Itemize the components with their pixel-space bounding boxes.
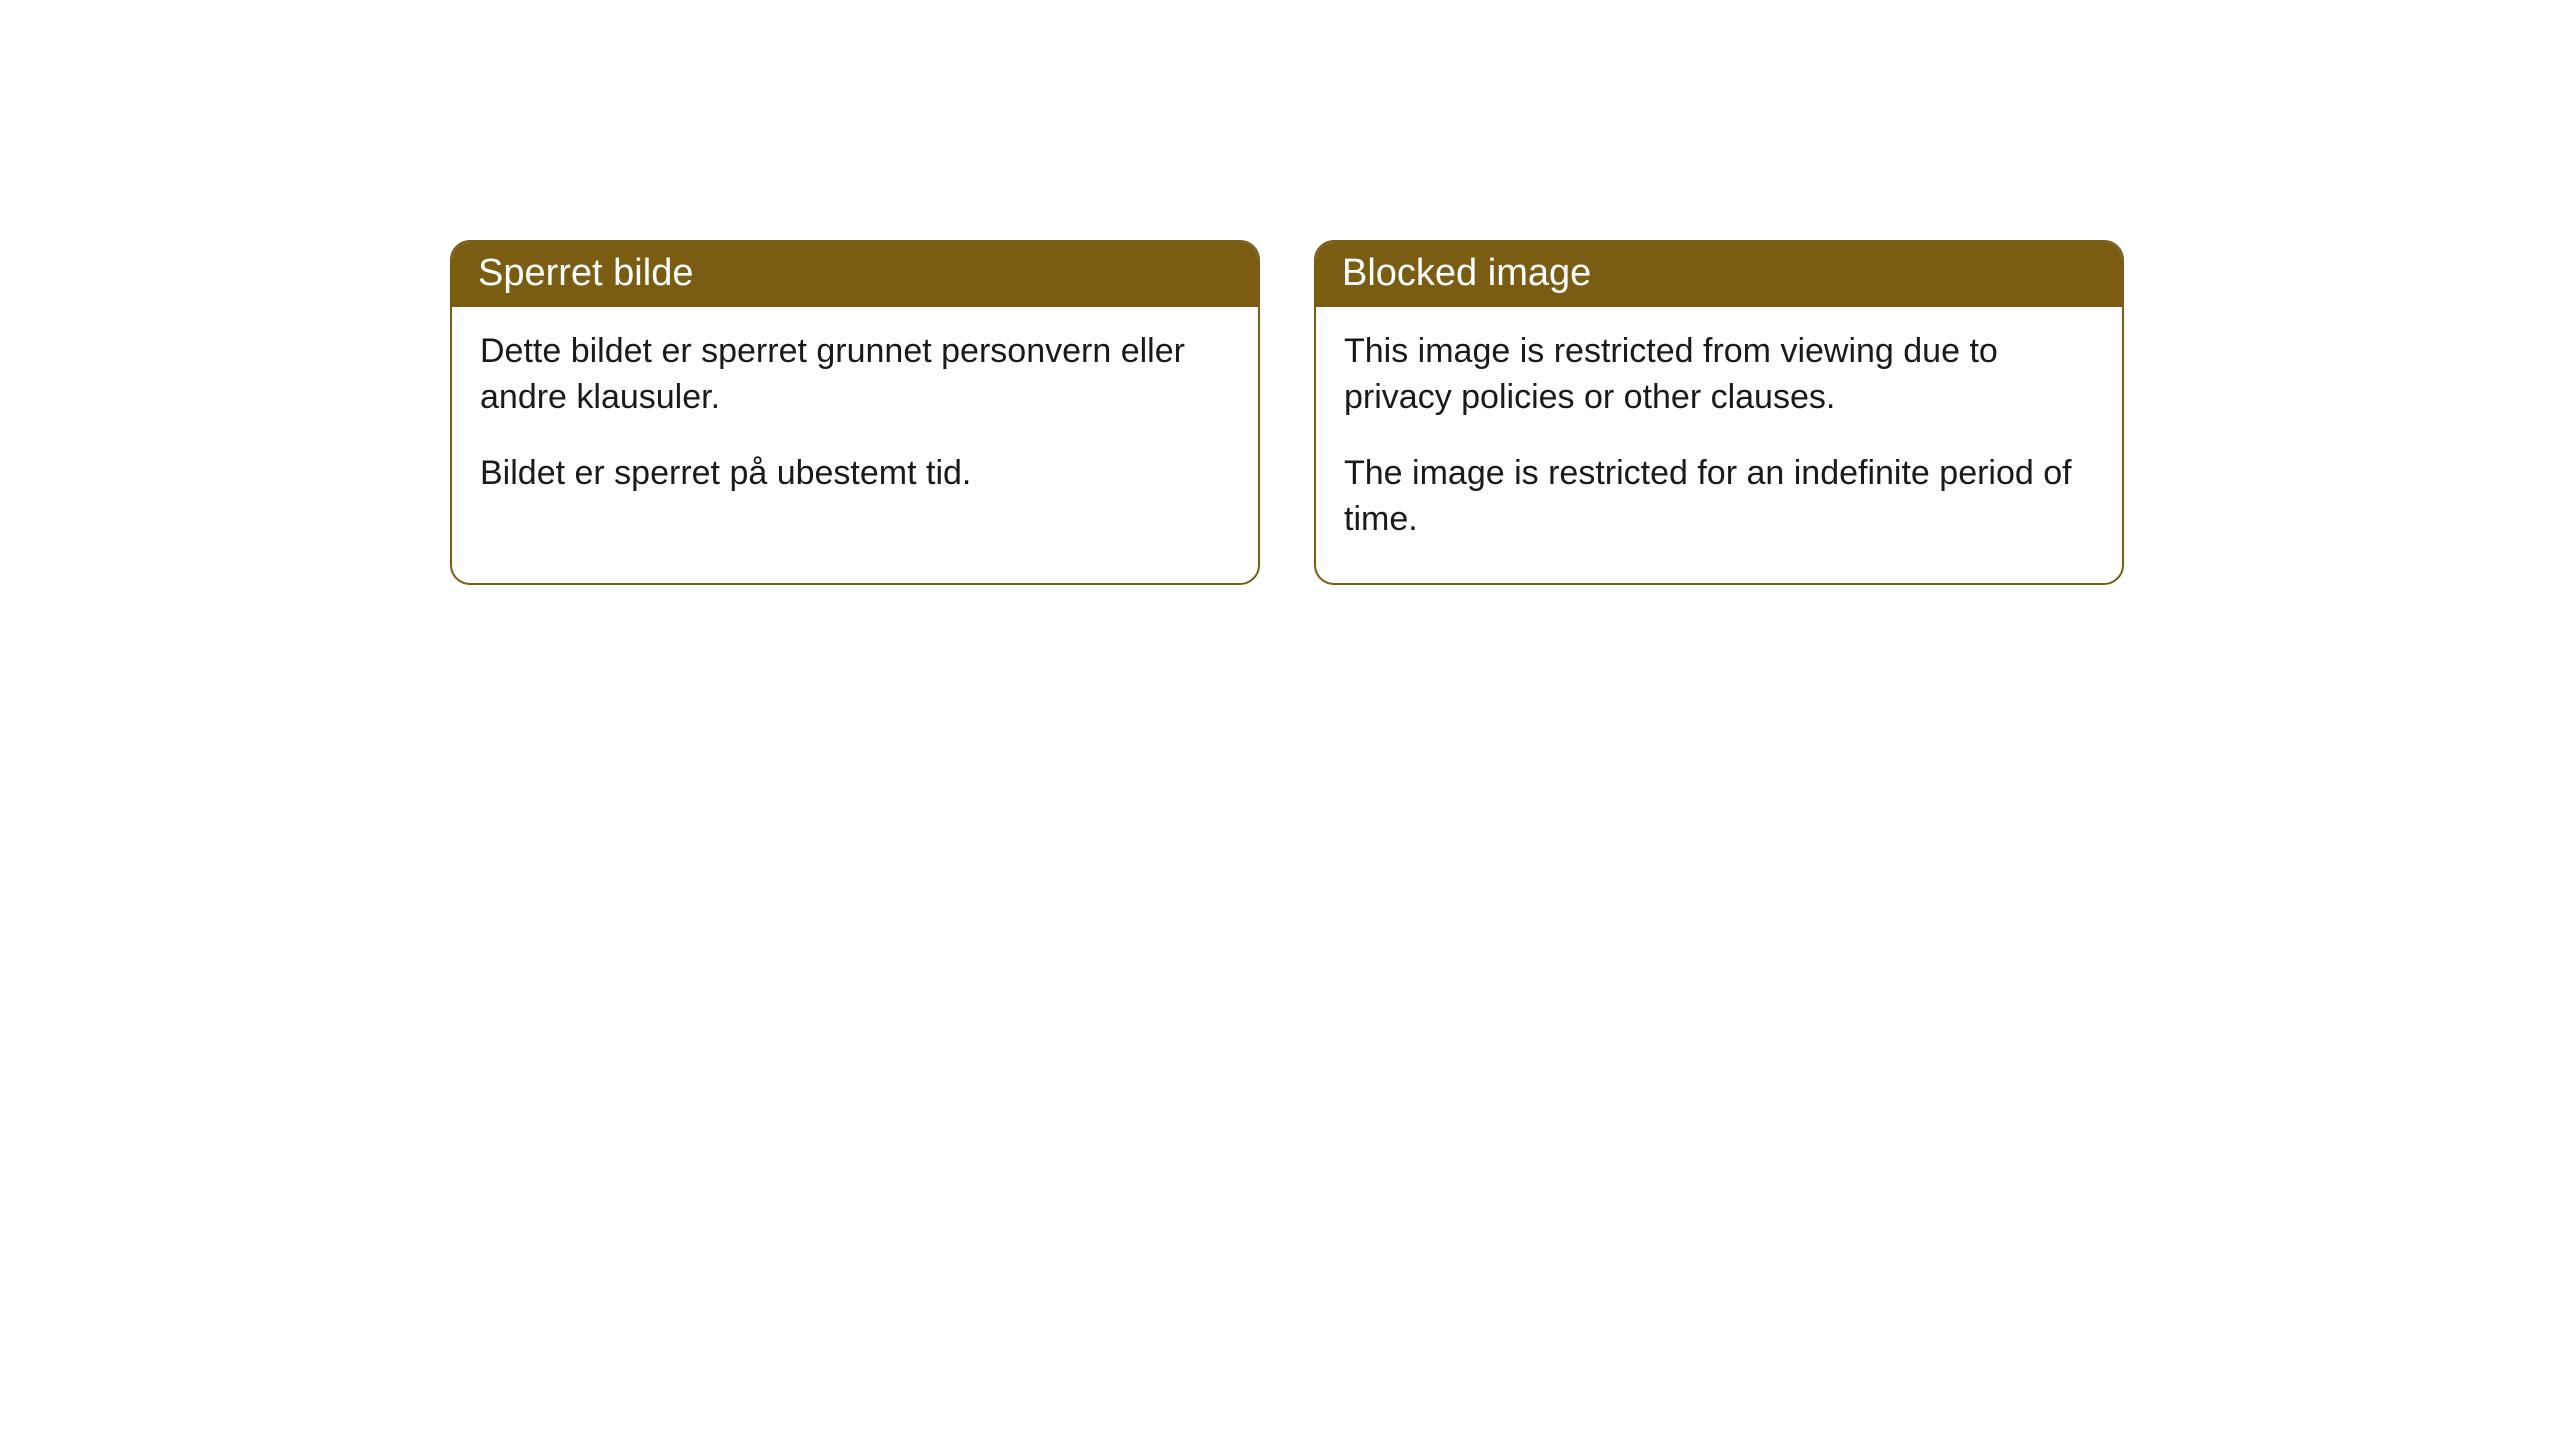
card-body: Dette bildet er sperret grunnet personve…	[452, 307, 1258, 537]
card-paragraph: Bildet er sperret på ubestemt tid.	[480, 451, 1230, 497]
card-paragraph: Dette bildet er sperret grunnet personve…	[480, 329, 1230, 421]
card-title: Blocked image	[1316, 242, 2122, 307]
card-paragraph: This image is restricted from viewing du…	[1344, 329, 2094, 421]
card-paragraph: The image is restricted for an indefinit…	[1344, 451, 2094, 543]
card-body: This image is restricted from viewing du…	[1316, 307, 2122, 583]
blocked-image-card-english: Blocked image This image is restricted f…	[1314, 240, 2124, 585]
notice-cards-container: Sperret bilde Dette bildet er sperret gr…	[450, 240, 2124, 585]
card-title: Sperret bilde	[452, 242, 1258, 307]
blocked-image-card-norwegian: Sperret bilde Dette bildet er sperret gr…	[450, 240, 1260, 585]
